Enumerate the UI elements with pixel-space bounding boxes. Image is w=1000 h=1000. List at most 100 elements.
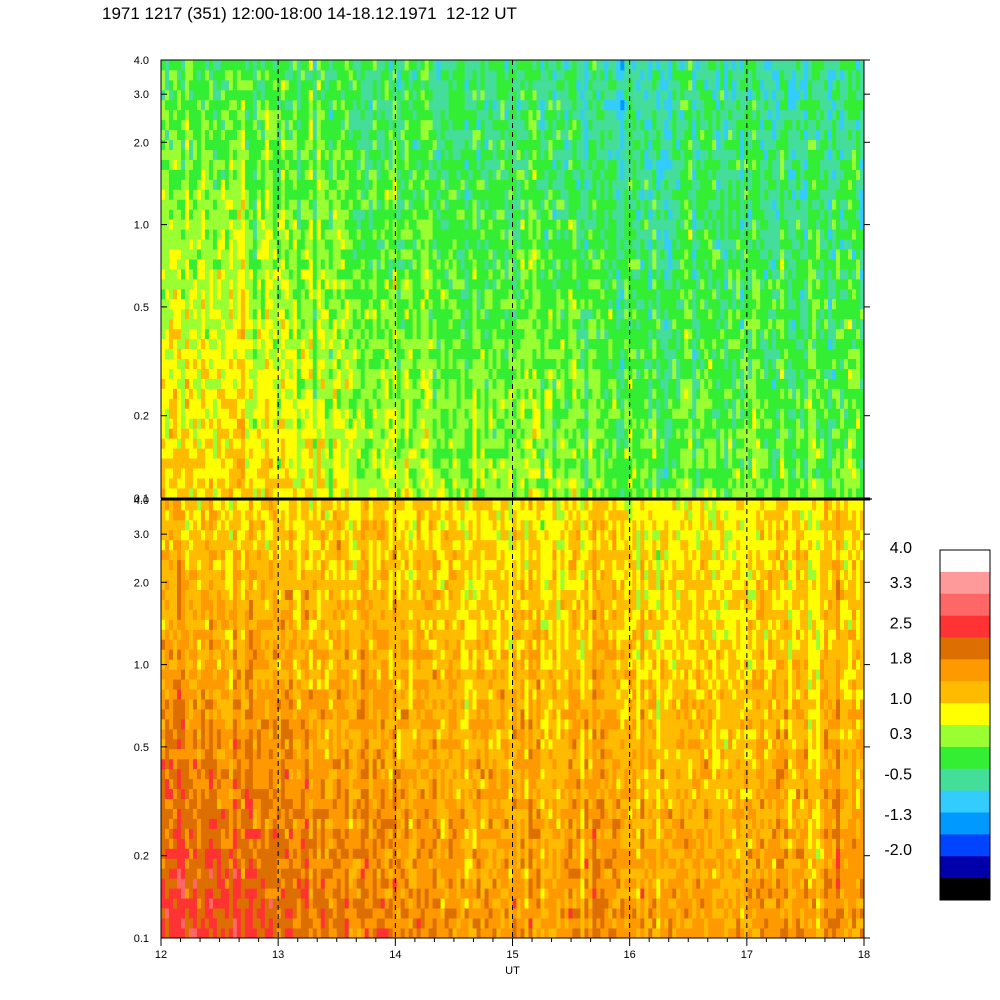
heatmap-cell: [424, 249, 430, 260]
heatmap-cell: [600, 398, 605, 409]
heatmap-cell: [468, 308, 473, 320]
heatmap-cell: [516, 259, 521, 270]
heatmap-cell: [516, 478, 521, 489]
heatmap-cell: [552, 358, 557, 369]
heatmap-cell: [572, 468, 577, 479]
heatmap-cell: [316, 169, 322, 180]
heatmap-cell: [536, 438, 541, 449]
heatmap-cell: [604, 60, 609, 71]
heatmap-cell: [496, 328, 501, 340]
heatmap-cell: [396, 239, 402, 250]
heatmap-cell: [264, 288, 270, 300]
heatmap-cell: [168, 468, 174, 479]
heatmap-cell: [508, 139, 513, 150]
heatmap-cell: [176, 259, 182, 270]
heatmap-cell: [508, 169, 513, 180]
heatmap-cell: [528, 159, 533, 170]
heatmap-cell: [464, 338, 469, 350]
heatmap-cell: [568, 229, 573, 240]
heatmap-cell: [328, 219, 334, 230]
heatmap-cell: [564, 139, 569, 150]
heatmap-cell: [276, 89, 282, 101]
heatmap-cell: [488, 249, 493, 260]
heatmap-cell: [224, 169, 230, 180]
heatmap-cell: [588, 159, 593, 170]
heatmap-cell: [456, 209, 461, 220]
heatmap-cell: [328, 448, 334, 459]
heatmap-cell: [484, 239, 489, 250]
heatmap-cell: [596, 249, 601, 260]
heatmap-cell: [360, 458, 366, 469]
heatmap-cell: [208, 139, 214, 150]
heatmap-cell: [164, 139, 170, 150]
heatmap-cell: [588, 338, 593, 350]
heatmap-cell: [476, 69, 481, 81]
heatmap-cell: [488, 428, 493, 439]
heatmap-cell: [256, 129, 262, 141]
heatmap-cell: [468, 368, 473, 379]
heatmap-cell: [252, 179, 258, 190]
heatmap-cell: [496, 119, 501, 131]
heatmap-cell: [288, 79, 294, 91]
heatmap-cell: [212, 318, 218, 330]
heatmap-cell: [368, 338, 374, 350]
heatmap-cell: [568, 199, 573, 210]
heatmap-cell: [276, 60, 282, 71]
heatmap-cell: [312, 79, 318, 91]
heatmap-cell: [200, 279, 206, 290]
heatmap-cell: [424, 428, 430, 439]
heatmap-cell: [216, 488, 222, 499]
heatmap-cell: [424, 448, 430, 459]
heatmap-cell: [204, 298, 210, 310]
heatmap-cell: [612, 468, 617, 479]
heatmap-cell: [180, 298, 186, 310]
heatmap-cell: [236, 308, 242, 320]
heatmap-cell: [212, 79, 218, 91]
heatmap-cell: [572, 89, 577, 101]
heatmap-cell: [240, 318, 246, 330]
heatmap-cell: [524, 229, 529, 240]
heatmap-cell: [468, 318, 473, 330]
heatmap-cell: [284, 249, 290, 260]
heatmap-cell: [340, 249, 346, 260]
heatmap-cell: [368, 448, 374, 459]
heatmap-cell: [508, 448, 513, 459]
heatmap-cell: [476, 159, 481, 170]
heatmap-cell: [220, 139, 226, 150]
heatmap-cell: [220, 288, 226, 300]
heatmap-cell: [240, 448, 246, 459]
heatmap-cell: [308, 478, 314, 489]
heatmap-cell: [460, 408, 465, 419]
heatmap-cell: [188, 209, 194, 220]
heatmap-cell: [248, 438, 254, 449]
heatmap-cell: [264, 189, 270, 200]
heatmap-cell: [164, 378, 170, 389]
heatmap-cell: [392, 448, 398, 459]
heatmap-cell: [504, 308, 509, 320]
heatmap-cell: [272, 279, 278, 290]
heatmap-cell: [232, 129, 238, 141]
heatmap-cell: [268, 159, 274, 170]
heatmap-cell: [272, 79, 278, 91]
heatmap-cell: [364, 139, 370, 150]
heatmap-cell: [372, 358, 378, 369]
heatmap-cell: [476, 348, 481, 360]
heatmap-cell: [328, 89, 334, 101]
heatmap-cell: [344, 269, 350, 280]
heatmap-cell: [220, 338, 226, 350]
heatmap-cell: [540, 279, 545, 290]
heatmap-cell: [492, 239, 497, 250]
heatmap-cell: [464, 279, 469, 290]
heatmap-cell: [536, 388, 541, 399]
heatmap-cell: [332, 219, 338, 230]
heatmap-cell: [484, 60, 489, 71]
heatmap-cell: [308, 368, 314, 379]
heatmap-cell: [192, 119, 198, 131]
heatmap-cell: [284, 468, 290, 479]
heatmap-cell: [268, 109, 274, 121]
heatmap-cell: [352, 69, 358, 81]
heatmap-cell: [580, 368, 585, 379]
heatmap-cell: [484, 219, 489, 230]
heatmap-cell: [488, 69, 493, 81]
heatmap-cell: [428, 119, 434, 131]
